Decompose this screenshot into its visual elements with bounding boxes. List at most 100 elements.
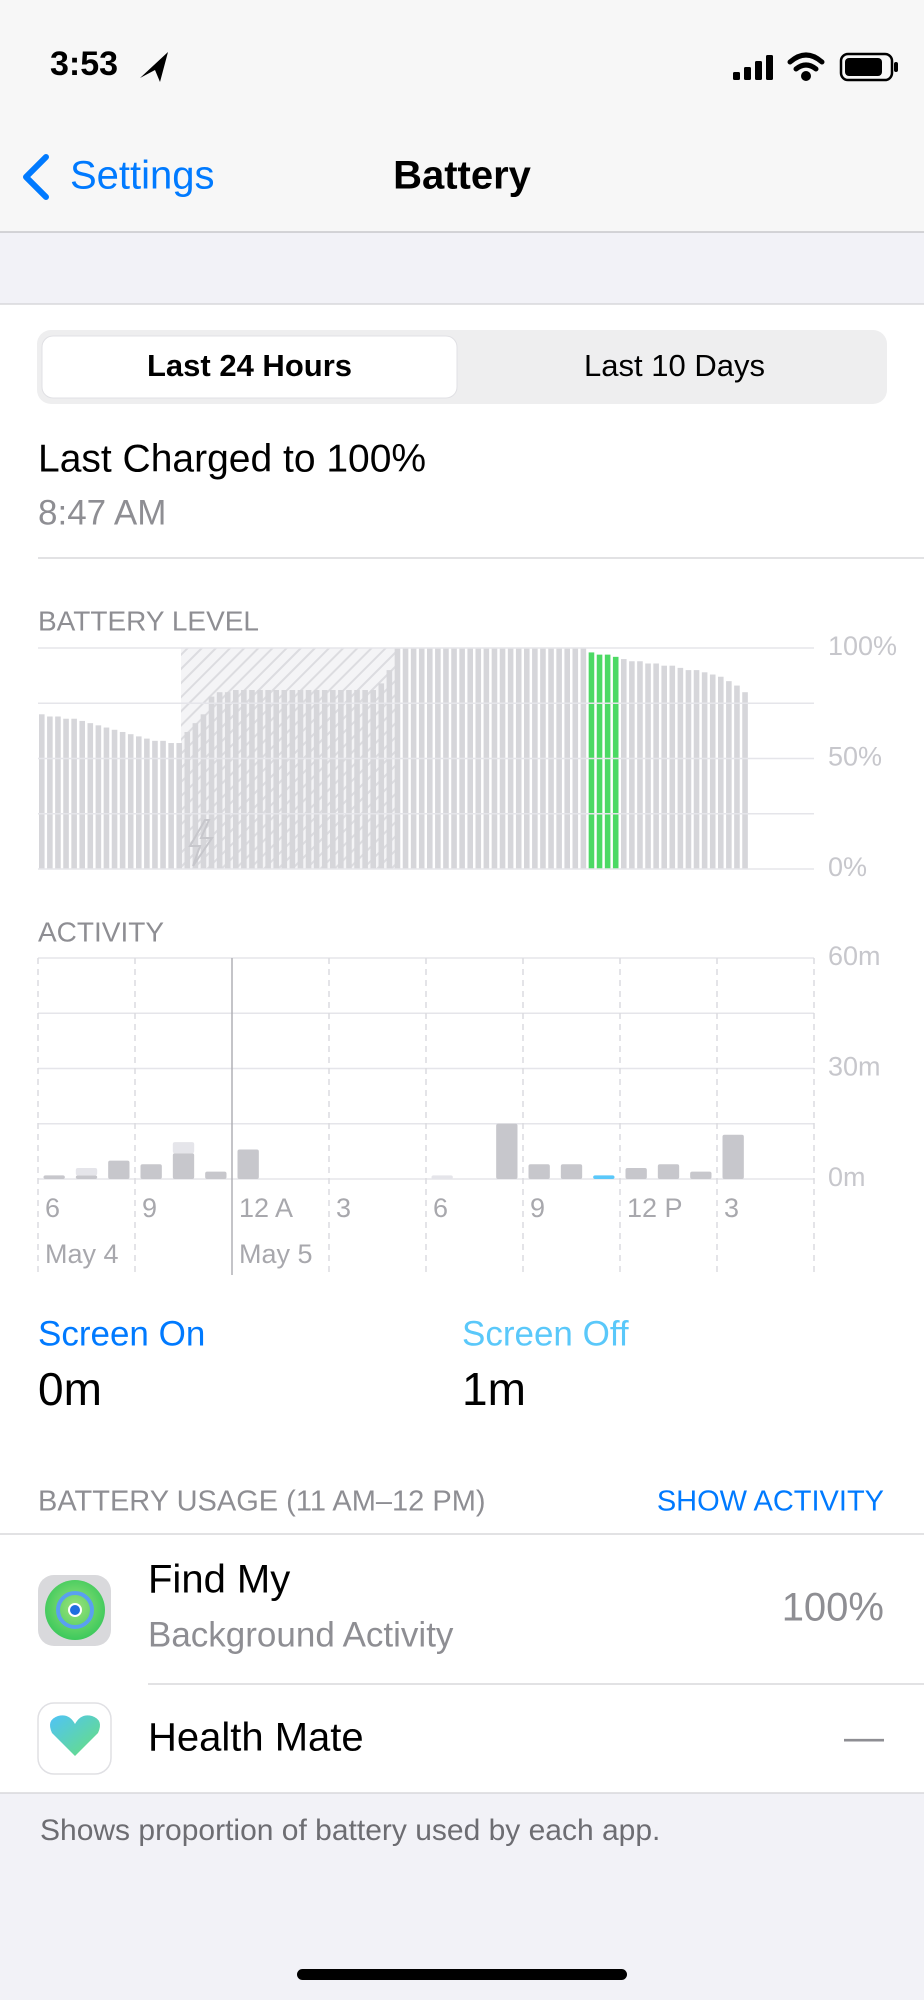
y-tick-label: 50% (828, 742, 882, 772)
last-charged-time: 8:47 AM (38, 493, 166, 532)
screen-on-label: Screen On (38, 1314, 205, 1353)
app-usage: 100% (782, 1586, 884, 1630)
battery-bar (370, 689, 376, 869)
battery-tip (894, 62, 898, 72)
segment-label[interactable]: Last 10 Days (584, 348, 765, 383)
battery-bar (71, 718, 77, 869)
activity-bar[interactable] (690, 1171, 712, 1179)
show-activity[interactable]: SHOW ACTIVITY (657, 1486, 884, 1518)
activity-bar[interactable] (496, 1123, 518, 1179)
activity-bar[interactable] (172, 1153, 195, 1179)
battery-bar (742, 692, 748, 869)
x-tick-label: 3 (336, 1193, 351, 1223)
battery-bar (224, 692, 231, 869)
battery-bar (200, 714, 207, 869)
activity-bar[interactable] (625, 1167, 647, 1179)
battery-bar (612, 656, 619, 869)
screen-off-label: Screen Off (462, 1314, 629, 1353)
battery-bar (79, 720, 85, 869)
back-label[interactable]: Settings (70, 154, 215, 198)
battery-bar (330, 689, 336, 869)
x-tick-label: 3 (724, 1193, 739, 1223)
battery-bar (645, 663, 651, 869)
status-time: 3:53 (50, 45, 118, 83)
battery-bar (208, 696, 215, 869)
activity-bar[interactable] (593, 1175, 615, 1179)
usage-header: BATTERY USAGE (11 AM–12 PM) (38, 1486, 486, 1518)
back-button[interactable]: Settings (23, 154, 215, 200)
battery-bar (152, 740, 158, 869)
activity-bar[interactable] (237, 1149, 259, 1179)
battery-bar (677, 667, 684, 869)
battery-bar (160, 740, 166, 869)
app-name[interactable]: Health Mate (148, 1716, 364, 1760)
battery-bar (669, 665, 676, 869)
battery-bar (661, 665, 667, 869)
battery-bar (192, 723, 199, 869)
activity-bar[interactable] (528, 1164, 550, 1179)
header-bg (0, 0, 924, 232)
nav-title: Battery (393, 154, 532, 198)
battery-bar (653, 663, 659, 869)
battery-bar (136, 736, 142, 869)
y-tick-label: 30m (828, 1052, 881, 1082)
battery-bar (718, 676, 724, 869)
battery-bar (305, 689, 312, 869)
battery-bar (176, 743, 182, 869)
battery-bar (95, 725, 102, 869)
battery-bar (354, 689, 360, 869)
y-tick-label: 0% (828, 852, 867, 882)
battery-bar (313, 689, 320, 869)
last-charged-title: Last Charged to 100% (38, 437, 426, 480)
x-tick-label: 6 (45, 1193, 60, 1223)
date-label: May 5 (239, 1239, 313, 1269)
activity-bar[interactable] (75, 1175, 98, 1179)
battery-bar (249, 689, 255, 869)
x-tick-label: 12 A (239, 1193, 293, 1223)
battery-bar (39, 714, 45, 869)
battery-bar (55, 716, 61, 869)
battery-bar (596, 654, 603, 869)
screen-on-value: 0m (38, 1363, 102, 1415)
screen-off-value: 1m (462, 1363, 526, 1415)
battery-bar (47, 716, 53, 869)
activity-bar[interactable] (43, 1175, 65, 1179)
x-tick-label: 6 (433, 1193, 448, 1223)
activity-bar[interactable] (205, 1171, 227, 1179)
x-tick-label: 9 (530, 1193, 545, 1223)
battery-bar (346, 689, 352, 869)
battery-bar (289, 689, 296, 869)
battery-bar (184, 731, 191, 869)
battery-bar (111, 729, 118, 869)
x-tick-label: 12 P (627, 1193, 683, 1223)
battery-bar (693, 670, 700, 869)
activity-bar[interactable] (657, 1164, 680, 1179)
health-mate-icon (37, 1702, 112, 1775)
battery-level-title: BATTERY LEVEL (38, 605, 259, 636)
charging-bolt (188, 819, 214, 867)
activity-bar[interactable] (560, 1164, 583, 1179)
battery-bar (281, 689, 288, 869)
activity-bar[interactable] (140, 1164, 162, 1179)
battery-bar (273, 689, 279, 869)
battery-bar (63, 718, 69, 869)
battery-bar (588, 652, 595, 869)
battery-bar (701, 672, 708, 869)
activity-bar[interactable] (431, 1175, 453, 1179)
activity-bar[interactable] (108, 1160, 130, 1179)
segment-selected[interactable] (41, 335, 458, 399)
y-tick-label: 100% (828, 631, 897, 661)
back-chevron[interactable] (23, 154, 49, 200)
battery-bar (127, 734, 134, 869)
activity-bar[interactable] (722, 1134, 744, 1179)
location-icon (140, 52, 168, 82)
battery-bar (604, 654, 611, 869)
app-name[interactable]: Find My (148, 1558, 290, 1602)
activity-bar[interactable] (75, 1167, 98, 1176)
battery-bar (321, 689, 328, 869)
segment-label[interactable]: Last 24 Hours (147, 348, 352, 383)
battery-bar (168, 743, 174, 869)
battery-bar (621, 659, 627, 869)
activity-bar[interactable] (172, 1142, 195, 1154)
